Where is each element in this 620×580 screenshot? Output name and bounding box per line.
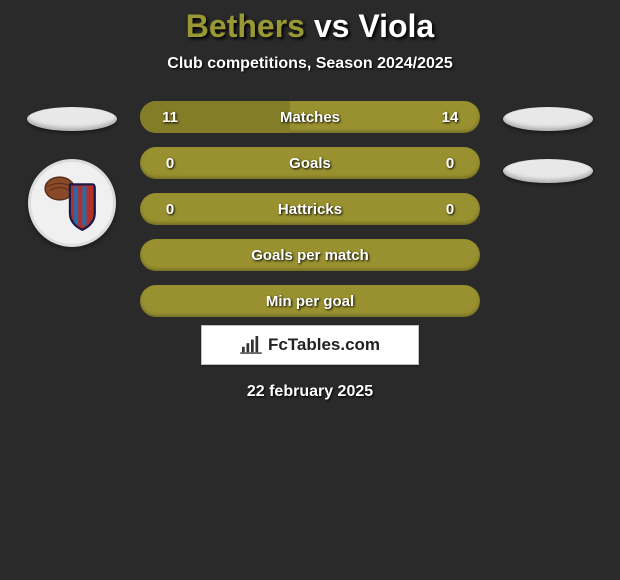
player1-name: Bethers <box>186 8 305 44</box>
stat-row-matches: 11 Matches 14 <box>140 101 480 133</box>
source-logo: FcTables.com <box>201 325 419 365</box>
bar-chart-icon <box>240 336 262 354</box>
main-row: 11 Matches 14 0 Goals 0 0 Hattricks 0 Go… <box>0 101 620 317</box>
stat-right-value: 0 <box>420 201 480 218</box>
stat-label: Hattricks <box>200 201 420 218</box>
logo-text: FcTables.com <box>268 335 380 355</box>
stat-row-goals-per-match: Goals per match <box>140 239 480 271</box>
competition-subtitle: Club competitions, Season 2024/2025 <box>167 55 452 73</box>
snapshot-date: 22 february 2025 <box>247 383 373 401</box>
stat-label: Goals <box>200 155 420 172</box>
player2-avatar-placeholder <box>503 107 593 131</box>
player2-club-placeholder <box>503 159 593 183</box>
vs-text: vs <box>314 8 350 44</box>
right-side <box>498 101 598 183</box>
stat-left-value: 0 <box>140 201 200 218</box>
page-title: Bethers vs Viola <box>186 8 434 45</box>
left-side <box>22 101 122 247</box>
stat-left-value: 0 <box>140 155 200 172</box>
stat-row-goals: 0 Goals 0 <box>140 147 480 179</box>
stat-left-value: 11 <box>140 109 200 126</box>
stat-label: Goals per match <box>200 247 420 264</box>
stat-label: Matches <box>200 109 420 126</box>
player2-name: Viola <box>358 8 434 44</box>
stat-row-hattricks: 0 Hattricks 0 <box>140 193 480 225</box>
shield-icon <box>41 172 103 234</box>
stat-label: Min per goal <box>200 293 420 310</box>
stat-right-value: 14 <box>420 109 480 126</box>
stat-right-value: 0 <box>420 155 480 172</box>
player1-avatar-placeholder <box>27 107 117 131</box>
comparison-card: Bethers vs Viola Club competitions, Seas… <box>0 0 620 401</box>
stat-row-min-per-goal: Min per goal <box>140 285 480 317</box>
stats-column: 11 Matches 14 0 Goals 0 0 Hattricks 0 Go… <box>140 101 480 317</box>
player1-club-badge <box>28 159 116 247</box>
